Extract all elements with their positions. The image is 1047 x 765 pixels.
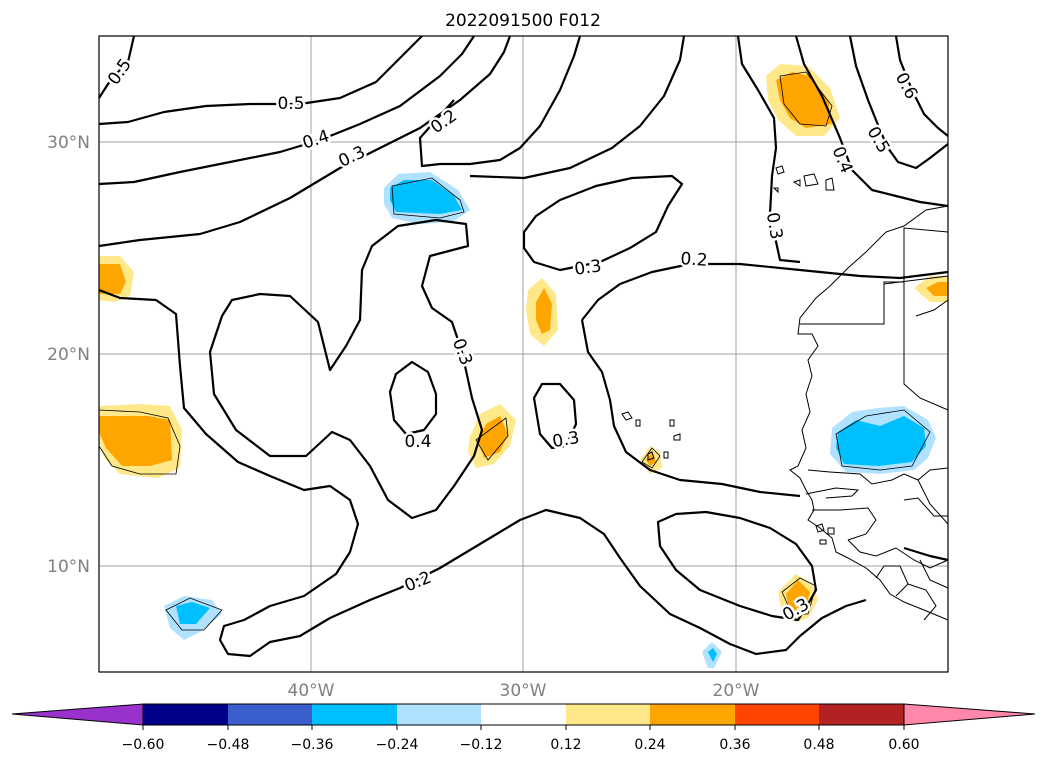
contour-0.2-south-east	[903, 546, 949, 562]
colorbar-segment	[397, 704, 481, 725]
shade-orange-southeast	[786, 580, 810, 612]
lat-tick-label: 10°N	[47, 557, 90, 577]
canary-islands	[772, 165, 835, 194]
colorbar-tick-label: −0.24	[376, 737, 419, 753]
outline-capeverde-orange	[641, 447, 661, 469]
colorbar-segment	[143, 704, 228, 725]
contour-0.3-east	[736, 35, 801, 264]
outline-center-orange	[475, 417, 509, 461]
cape-verde-islands	[621, 411, 681, 461]
colorbar-tick-label: 0.12	[550, 737, 581, 753]
lon-tick-label: 20°W	[713, 681, 760, 701]
colorbar-tick-label: −0.12	[460, 737, 503, 753]
shade-orange-west-upper	[99, 264, 126, 294]
colorbar-tick-label: 0.24	[634, 737, 665, 753]
contour-0.3-center-loop	[522, 174, 684, 272]
outline-southeast-orange	[781, 577, 817, 615]
border-morocco	[800, 227, 949, 325]
lon-axis: 40°W 30°W 20°W	[288, 681, 760, 701]
contour-0.3-southeast-loop	[656, 510, 818, 622]
shade-orange-east-edge	[926, 282, 948, 296]
coastlines	[621, 165, 949, 621]
border-guinea-bissau	[812, 507, 877, 541]
contour-0.2-top-loop	[418, 35, 582, 168]
contour-0.2-east-lower	[580, 319, 801, 498]
colorbar-segment	[566, 704, 650, 725]
colorbar-segment	[650, 704, 735, 725]
contour-0.3-west-loop	[208, 218, 484, 520]
border-sierra-leone	[875, 565, 909, 597]
colorbar-segment	[819, 704, 904, 725]
contour-0.2-right-top	[469, 35, 686, 180]
shade-orange-center	[478, 416, 508, 458]
contour-0.6-east	[894, 35, 949, 137]
colorbar-tick-label: 0.48	[803, 737, 834, 753]
colorbar-segment	[228, 704, 312, 725]
map-panel: 0.5 0.5 0.4 0.3 0.2 0.3 0.2 0.3 0.4 0.3 …	[98, 35, 949, 673]
contour-lines	[98, 35, 949, 658]
border-senegal	[807, 467, 949, 485]
colorbar-tick-label: 0.60	[888, 737, 919, 753]
border-interior-3	[919, 559, 949, 589]
contour-0.3-top	[98, 35, 512, 248]
contour-0.4-east	[794, 35, 949, 208]
lon-tick-label: 30°W	[500, 681, 547, 701]
colorbar-frame	[142, 703, 905, 726]
shade-orange-center-north	[536, 288, 552, 334]
map-frame	[98, 35, 949, 673]
contour-0.3-small-loop	[532, 382, 578, 450]
shaded-anomalies	[99, 64, 948, 668]
outline-north-blue	[391, 177, 465, 219]
shade-blue-southwest	[176, 602, 210, 624]
contour-label: 0.5	[277, 94, 304, 114]
shade-orange-northeast	[776, 72, 832, 128]
colorbar-tick-label: −0.60	[122, 737, 165, 753]
contour-0.2-east	[581, 262, 949, 321]
contour-0.5	[98, 35, 423, 126]
lat-axis: 30°N 20°N 10°N	[47, 133, 90, 577]
lon-tick-label: 40°W	[288, 681, 335, 701]
border-gambia	[805, 487, 860, 499]
contour-label: 0.2	[680, 249, 708, 271]
border-mali	[917, 479, 949, 525]
map-title: 2022091500 F012	[445, 11, 601, 31]
contour-0.5-west	[98, 35, 136, 99]
bijagos-islands	[815, 523, 835, 545]
border-guinea	[847, 539, 949, 569]
shade-blue-north	[390, 180, 462, 214]
colorbar-max-arrow	[903, 703, 1036, 726]
contour-0.5-east	[848, 35, 949, 170]
lat-tick-label: 20°N	[47, 345, 90, 365]
outline-east-blue	[835, 409, 931, 471]
colorbar-tick-label: −0.36	[291, 737, 334, 753]
shade-blue-east	[836, 416, 926, 466]
lat-tick-label: 30°N	[47, 133, 90, 153]
contour-0.4-loop	[388, 360, 438, 436]
border-interior-1	[915, 299, 949, 317]
colorbar: −0.60 −0.48 −0.36 −0.24 −0.12 0.12 0.24 …	[11, 703, 1036, 753]
contour-0.2-main	[98, 288, 867, 658]
outline-west-orange	[98, 409, 181, 475]
africa-west-coast	[789, 205, 949, 621]
contour-label: 0.4	[404, 432, 431, 452]
contour-label: 0.3	[573, 256, 603, 280]
shading-outlines	[98, 71, 931, 631]
contour-0.4	[98, 35, 475, 186]
colorbar-segment	[312, 704, 397, 725]
colorbar-tick-label: −0.48	[207, 737, 250, 753]
outline-southwest-blue	[165, 597, 223, 631]
shade-orange-west	[99, 416, 172, 466]
border-mauritania-east	[903, 282, 949, 411]
colorbar-ticks	[142, 725, 905, 730]
shade-blue-south	[708, 648, 717, 662]
border-interior-2	[903, 497, 948, 517]
colorbar-segment	[735, 704, 819, 725]
border-mauritania-north	[883, 275, 949, 285]
colorbar-segment	[481, 704, 566, 725]
outline-northeast-orange	[779, 71, 833, 127]
colorbar-tick-label: 0.36	[719, 737, 750, 753]
border-liberia	[907, 583, 937, 621]
colorbar-min-arrow	[11, 703, 144, 726]
